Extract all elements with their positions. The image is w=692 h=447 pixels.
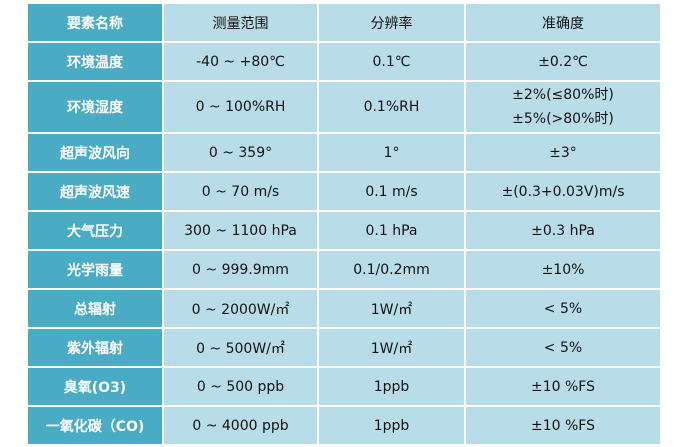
table-row: 超声波风向 0 ~ 359° 1° ±3°: [28, 134, 660, 171]
accuracy-line: ±0.2℃: [538, 53, 588, 70]
header-accuracy: 准确度: [466, 4, 660, 41]
accuracy-line: < 5%: [543, 339, 583, 356]
accuracy-line: ±10%: [541, 261, 585, 278]
accuracy-cell: ±10 %FS: [466, 368, 660, 405]
range-cell: 0 ~ 359°: [164, 134, 317, 171]
table-row: 环境温度 -40 ~ +80℃ 0.1℃ ±0.2℃: [28, 43, 660, 80]
range-cell: 0 ~ 2000W/㎡: [164, 290, 317, 327]
element-name: 环境湿度: [28, 82, 162, 132]
range-cell: 0 ~ 4000 ppb: [164, 407, 317, 444]
accuracy-cell: < 5%: [466, 290, 660, 327]
header-resolution: 分辨率: [319, 4, 464, 41]
range-cell: 300 ~ 1100 hPa: [164, 212, 317, 249]
resolution-cell: 0.1 hPa: [319, 212, 464, 249]
range-cell: 0 ~ 100%RH: [164, 82, 317, 132]
accuracy-line: ±(0.3+0.03V)m/s: [501, 183, 625, 200]
table-row: 超声波风速 0 ~ 70 m/s 0.1 m/s ±(0.3+0.03V)m/s: [28, 173, 660, 210]
table-row: 大气压力 300 ~ 1100 hPa 0.1 hPa ±0.3 hPa: [28, 212, 660, 249]
element-name: 光学雨量: [28, 251, 162, 288]
accuracy-cell: ±2%(≤80%时) ±5%(>80%时): [466, 82, 660, 132]
resolution-cell: 0.1%RH: [319, 82, 464, 132]
table-row: 臭氧(O3) 0 ~ 500 ppb 1ppb ±10 %FS: [28, 368, 660, 405]
element-name: 超声波风速: [28, 173, 162, 210]
table-row: 一氧化碳（CO) 0 ~ 4000 ppb 1ppb ±10 %FS: [28, 407, 660, 444]
accuracy-line: ±10 %FS: [531, 417, 595, 434]
resolution-cell: 0.1 m/s: [319, 173, 464, 210]
resolution-cell: 1ppb: [319, 407, 464, 444]
accuracy-line: ±3°: [549, 144, 577, 161]
element-name: 总辐射: [28, 290, 162, 327]
accuracy-line: ±0.3 hPa: [531, 222, 595, 239]
element-name: 大气压力: [28, 212, 162, 249]
table-row: 总辐射 0 ~ 2000W/㎡ 1W/㎡ < 5%: [28, 290, 660, 327]
accuracy-line: < 5%: [543, 300, 583, 317]
accuracy-cell: ±10%: [466, 251, 660, 288]
accuracy-cell: < 5%: [466, 329, 660, 366]
table-row: 环境湿度 0 ~ 100%RH 0.1%RH ±2%(≤80%时) ±5%(>80%时): [28, 82, 660, 132]
element-name: 环境温度: [28, 43, 162, 80]
header-range: 测量范围: [164, 4, 317, 41]
accuracy-cell: ±0.3 hPa: [466, 212, 660, 249]
element-name: 一氧化碳（CO): [28, 407, 162, 444]
accuracy-line: ±2%(≤80%时): [512, 87, 614, 103]
table-row: 紫外辐射 0 ~ 500W/㎡ 1W/㎡ < 5%: [28, 329, 660, 366]
accuracy-line: ±5%(>80%时): [512, 111, 614, 127]
resolution-cell: 1ppb: [319, 368, 464, 405]
header-name: 要素名称: [28, 4, 162, 41]
range-cell: -40 ~ +80℃: [164, 43, 317, 80]
accuracy-cell: ±3°: [466, 134, 660, 171]
accuracy-cell: ±0.2℃: [466, 43, 660, 80]
resolution-cell: 1W/㎡: [319, 290, 464, 327]
element-name: 超声波风向: [28, 134, 162, 171]
header-row: 要素名称 测量范围 分辨率 准确度: [28, 4, 660, 41]
element-name: 臭氧(O3): [28, 368, 162, 405]
element-name: 紫外辐射: [28, 329, 162, 366]
accuracy-line: ±10 %FS: [531, 378, 595, 395]
accuracy-cell: ±10 %FS: [466, 407, 660, 444]
table-row: 光学雨量 0 ~ 999.9mm 0.1/0.2mm ±10%: [28, 251, 660, 288]
specs-table: 要素名称 测量范围 分辨率 准确度 环境温度 -40 ~ +80℃ 0.1℃ ±0.2…: [26, 2, 662, 446]
range-cell: 0 ~ 500 ppb: [164, 368, 317, 405]
resolution-cell: 1°: [319, 134, 464, 171]
range-cell: 0 ~ 70 m/s: [164, 173, 317, 210]
resolution-cell: 0.1/0.2mm: [319, 251, 464, 288]
resolution-cell: 1W/㎡: [319, 329, 464, 366]
range-cell: 0 ~ 500W/㎡: [164, 329, 317, 366]
resolution-cell: 0.1℃: [319, 43, 464, 80]
accuracy-cell: ±(0.3+0.03V)m/s: [466, 173, 660, 210]
range-cell: 0 ~ 999.9mm: [164, 251, 317, 288]
